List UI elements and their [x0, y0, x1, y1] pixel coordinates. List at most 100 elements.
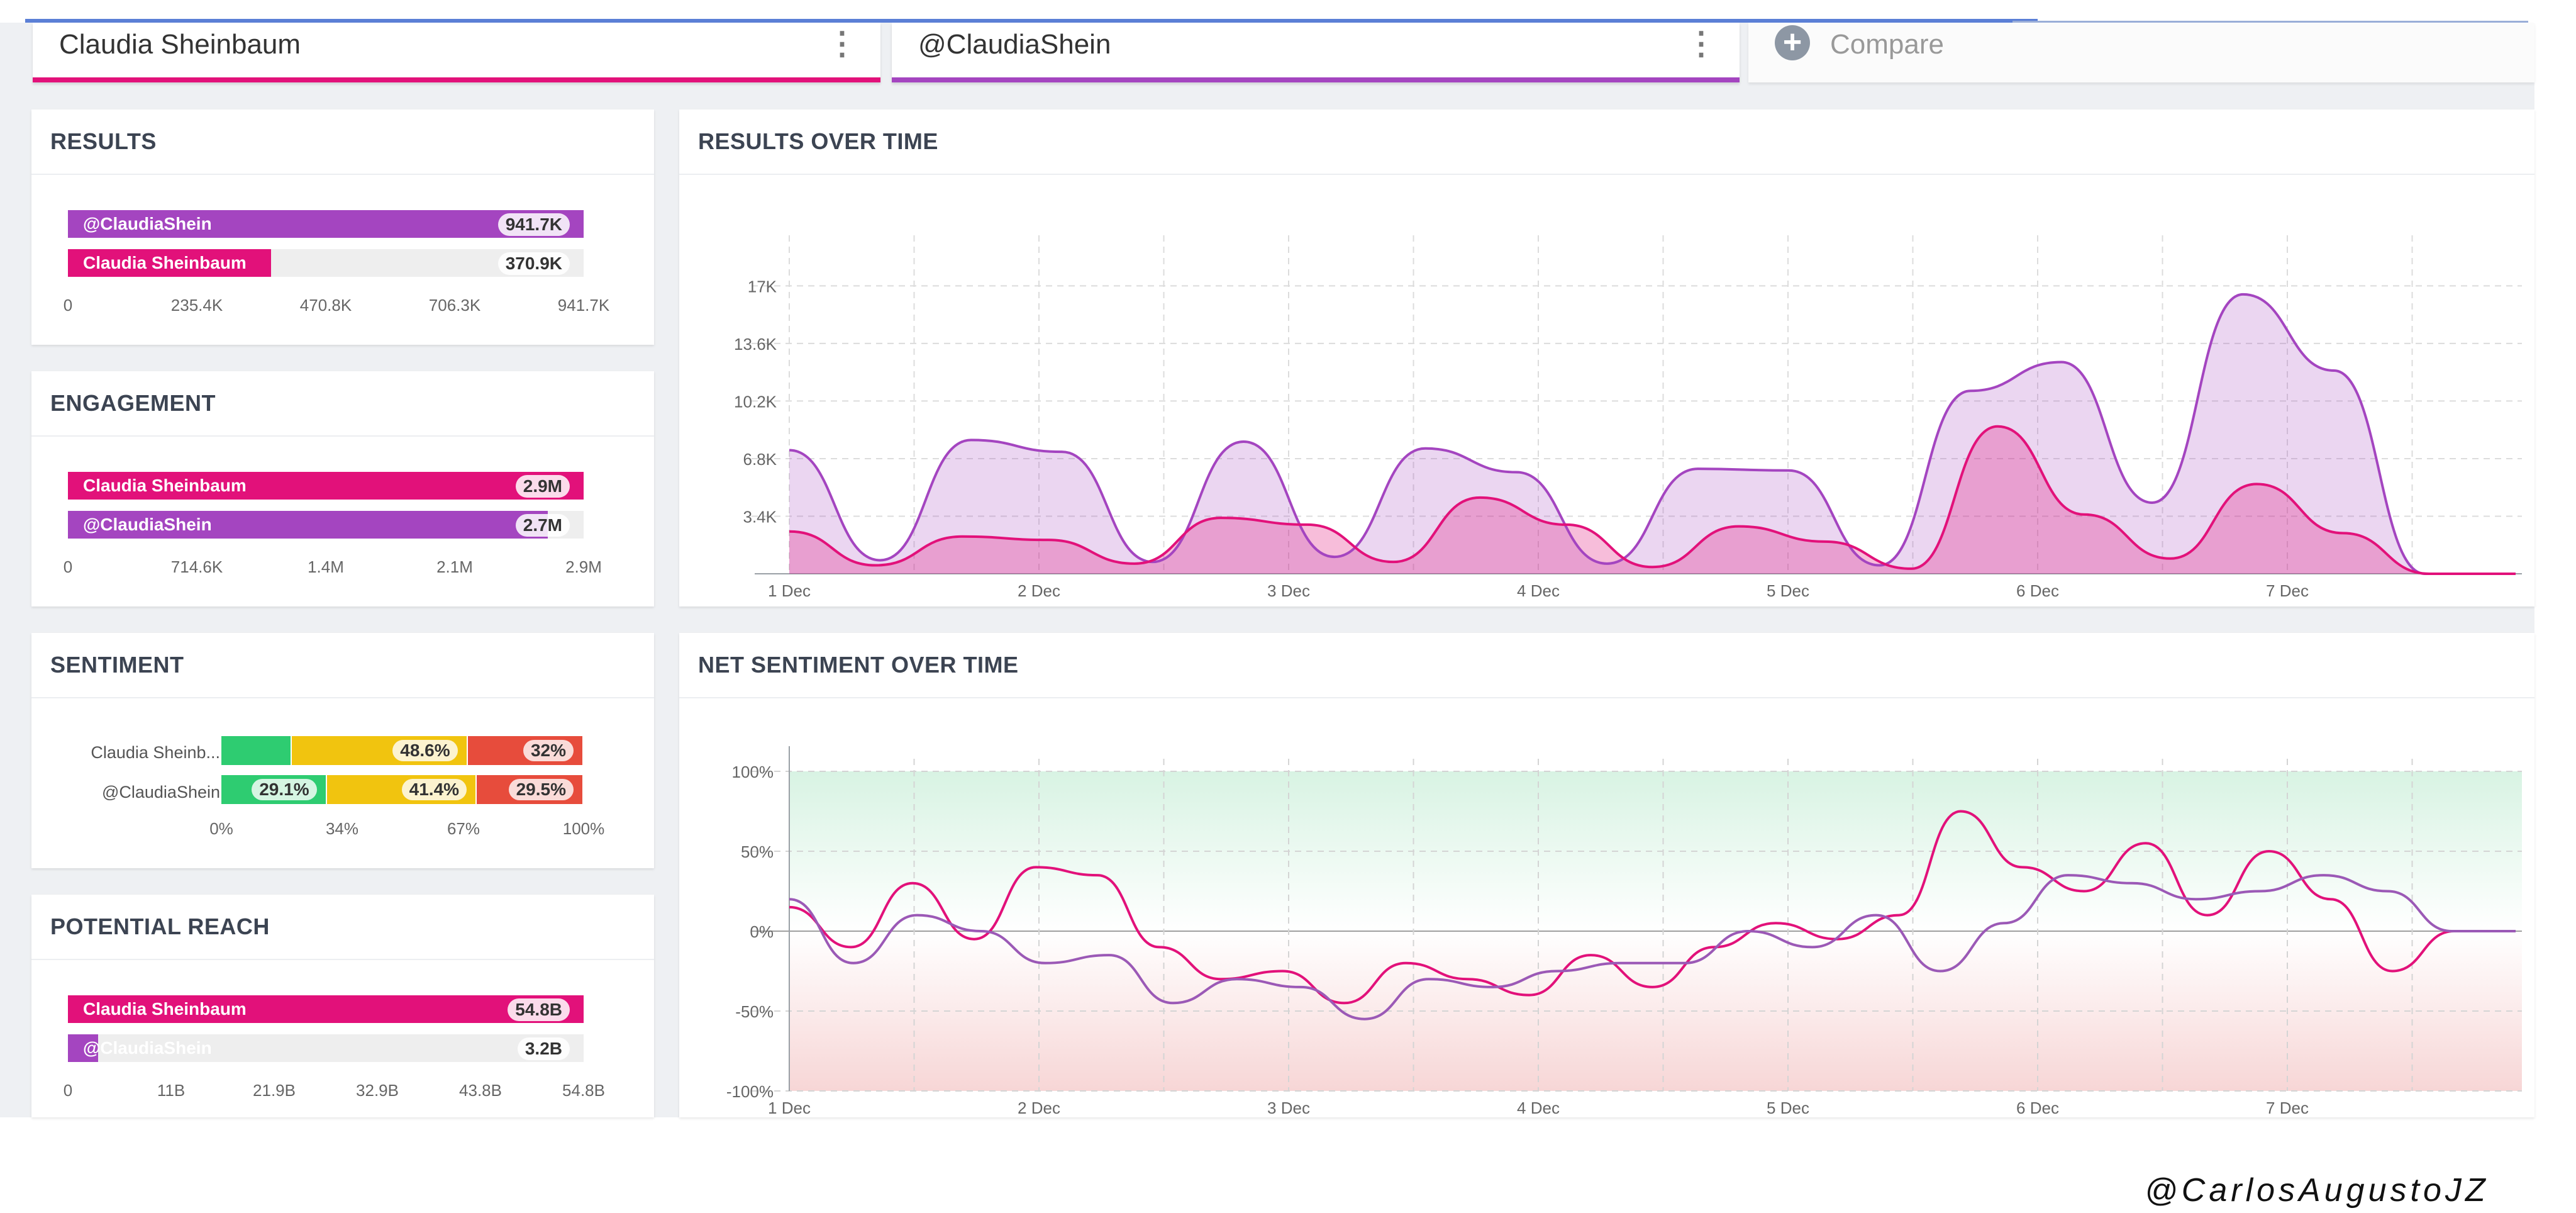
results-tick: 706.3K [428, 296, 481, 315]
net-sentiment-over-time-title: NET SENTIMENT OVER TIME [698, 652, 1019, 678]
card-divider [31, 435, 654, 437]
engagement-title: ENGAGEMENT [50, 390, 216, 416]
x-tick-label: 1 Dec [768, 581, 811, 600]
results-tick: 941.7K [557, 296, 610, 315]
reach-bar-track-1[interactable]: Claudia Sheinbaum 54.8B [68, 995, 584, 1023]
net-sentiment-line-Claudia-Sheinbaum [789, 810, 2516, 1005]
y-tick-label: 50% [741, 842, 774, 861]
results-over-time-card: RESULTS OVER TIME 17K 13.6K 10.2K 6.8K 3.4K … [679, 109, 2534, 606]
x-tick-label: 7 Dec [2266, 1098, 2309, 1117]
results-over-time-chart[interactable]: 17K 13.6K 10.2K 6.8K 3.4K 1 Dec 2 Dec 3 Dec 4 D… [679, 109, 2534, 606]
y-tick-label: 17K [748, 277, 777, 296]
search-term-1-label: Claudia Sheinbaum [59, 29, 301, 60]
sentiment-row-label: Claudia Sheinb... [91, 743, 220, 762]
engagement-bar-track-1[interactable]: Claudia Sheinbaum 2.9M [68, 472, 584, 500]
results-bar-track-1[interactable]: @ClaudiaShein 941.7K [68, 210, 584, 238]
x-tick-label: 6 Dec [2016, 1098, 2059, 1117]
compare-label: Compare [1830, 29, 1944, 60]
sentiment-tick: 0% [209, 819, 233, 838]
engagement-tick: 2.9M [565, 557, 602, 576]
results-bar-value: 941.7K [497, 213, 570, 236]
positive-zone [789, 771, 2522, 931]
potential-reach-card: POTENTIAL REACH Claudia Sheinbaum 54.8B … [31, 895, 654, 1117]
results-bar-value: 370.9K [497, 252, 570, 275]
sentiment-segment-value: 29.5% [508, 779, 574, 800]
sentiment-segment-value: 29.1% [252, 779, 317, 800]
sentiment-segment-value: 48.6% [392, 740, 458, 761]
series-line-area-Claudia-Sheinbaum [789, 425, 2516, 576]
series-line-area-ClaudiaShein [789, 293, 2516, 576]
sentiment-segment-neutral[interactable]: 48.6% [291, 736, 467, 765]
search-term-2-label: @ClaudiaShein [918, 29, 1111, 60]
x-tick-label: 5 Dec [1767, 1098, 1809, 1117]
sentiment-tick: 100% [562, 819, 605, 838]
search-term-tab-1[interactable]: Claudia Sheinbaum ⋮ [33, 23, 880, 82]
engagement-tick: 714.6K [170, 557, 223, 576]
y-tick-label: 3.4K [743, 507, 777, 526]
search-term-tab-2[interactable]: @ClaudiaShein ⋮ [892, 23, 1740, 82]
results-bar-ClaudiaShein [68, 210, 584, 238]
y-tick-label: 13.6K [734, 335, 777, 354]
y-tick-label: 100% [732, 763, 774, 781]
results-over-time-title: RESULTS OVER TIME [698, 128, 938, 154]
area-Claudia-Sheinbaum [789, 426, 2516, 574]
engagement-bar-track-2[interactable]: @ClaudiaShein 2.7M [68, 511, 584, 539]
kebab-icon[interactable]: ⋮ [826, 26, 858, 61]
x-tick-label: 3 Dec [1267, 1098, 1310, 1117]
net-sentiment-line-ClaudiaShein [789, 874, 2516, 1020]
x-tick-label: 7 Dec [2266, 581, 2309, 600]
engagement-tick: 1.4M [308, 557, 344, 576]
results-bar-track-2[interactable]: Claudia Sheinbaum 370.9K [68, 249, 584, 277]
engagement-bar-value: 2.7M [515, 514, 570, 537]
x-tick-label: 4 Dec [1517, 1098, 1560, 1117]
reach-bar-label: Claudia Sheinbaum [83, 999, 247, 1019]
card-divider [31, 959, 654, 960]
sentiment-segment-neutral[interactable]: 41.4% [326, 775, 476, 804]
plus-circle-icon: + [1775, 25, 1810, 60]
x-tick-label: 2 Dec [1018, 581, 1060, 600]
dashboard: Claudia Sheinbaum ⋮ @ClaudiaShein ⋮ + Co… [0, 23, 2534, 1117]
potential-reach-title: POTENTIAL REACH [50, 914, 270, 939]
sentiment-tick: 67% [447, 819, 480, 838]
x-tick-label: 2 Dec [1018, 1098, 1060, 1117]
engagement-bar-Claudia-Sheinbaum [68, 472, 584, 500]
results-tick: 235.4K [170, 296, 223, 315]
reach-bar-value: 54.8B [508, 998, 570, 1021]
sentiment-segment-positive[interactable]: 29.1% [221, 775, 326, 804]
term-1-color-bar [33, 77, 880, 82]
engagement-bar-value: 2.9M [515, 475, 570, 498]
net-sentiment-over-time-card: NET SENTIMENT OVER TIME 100% 50% 0% -50% -10… [679, 633, 2534, 1117]
top-accent-line [25, 19, 2038, 23]
reach-bar-track-2[interactable]: @ClaudiaShein 3.2B [68, 1034, 584, 1062]
engagement-tick: 2.1M [436, 557, 473, 576]
engagement-card: ENGAGEMENT Claudia Sheinbaum 2.9M @Claud… [31, 371, 654, 606]
top-accent-line-secondary [2012, 21, 2528, 23]
reach-tick: 32.9B [356, 1081, 399, 1100]
sentiment-segment-negative[interactable]: 32% [467, 736, 582, 765]
engagement-bar-label: @ClaudiaShein [83, 515, 212, 534]
y-tick-label: 10.2K [734, 392, 777, 411]
sentiment-segment-negative[interactable]: 29.5% [477, 775, 582, 804]
net-sentiment-over-time-chart[interactable]: 100% 50% 0% -50% -100% 1 Dec 2 Dec 3 Dec 4 Dec 5… [679, 633, 2534, 1117]
card-divider [679, 174, 2534, 175]
results-title: RESULTS [50, 128, 157, 154]
compare-button[interactable]: + Compare [1748, 23, 2534, 82]
reach-tick: 43.8B [459, 1081, 502, 1100]
y-tick-label: 0% [750, 922, 774, 941]
card-divider [679, 697, 2534, 698]
watermark-handle: @CarlosAugustoJZ [2145, 1172, 2489, 1209]
kebab-icon[interactable]: ⋮ [1685, 26, 1717, 61]
sentiment-segment-positive[interactable] [221, 736, 291, 765]
reach-tick: 54.8B [562, 1081, 605, 1100]
results-tick: 470.8K [299, 296, 352, 315]
card-divider [31, 174, 654, 175]
reach-tick: 11B [157, 1081, 186, 1100]
card-divider [31, 697, 654, 698]
reach-bar-label: @ClaudiaShein [83, 1038, 212, 1058]
x-tick-label: 1 Dec [768, 1098, 811, 1117]
x-tick-label: 5 Dec [1767, 581, 1809, 600]
reach-bar-ClaudiaShein [68, 1034, 98, 1062]
results-card: RESULTS @ClaudiaShein 941.7K Claudia She… [31, 109, 654, 345]
sentiment-card: SENTIMENT Claudia Sheinb... @ClaudiaShei… [31, 633, 654, 868]
x-tick-label: 4 Dec [1517, 581, 1560, 600]
